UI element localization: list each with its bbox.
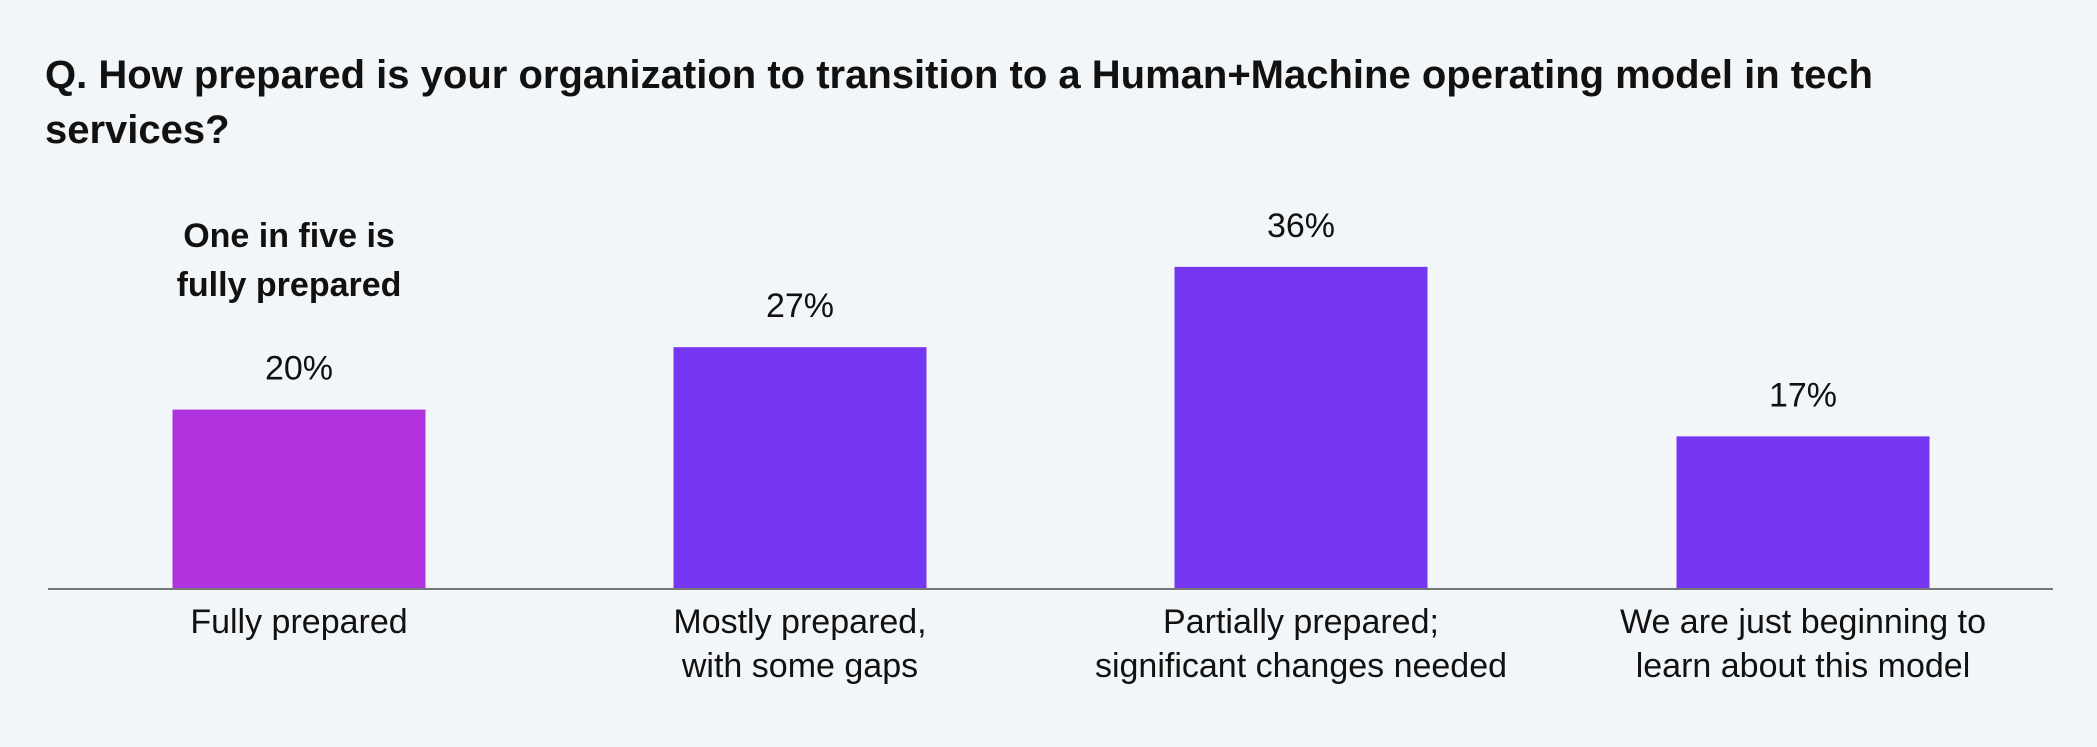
bar-2 [673,347,927,588]
category-label-2: Mostly prepared, with some gaps [673,603,926,685]
value-label-4: 17% [1769,376,1837,414]
value-label-3: 36% [1267,207,1335,245]
bar-1 [172,409,426,588]
value-label-2: 27% [766,287,834,325]
bar-4 [1676,436,1930,588]
chart-title: Q. How prepared is your organization to … [45,53,1873,152]
category-label-3: Partially prepared; significant changes n… [1095,603,1507,685]
category-label-4: We are just beginning to learn about this… [1620,603,1986,685]
value-label-1: 20% [265,350,333,388]
annotation-callout: One in five is fully prepared [177,217,402,304]
category-label-1: Fully prepared [190,603,407,641]
bar-3 [1174,266,1428,588]
